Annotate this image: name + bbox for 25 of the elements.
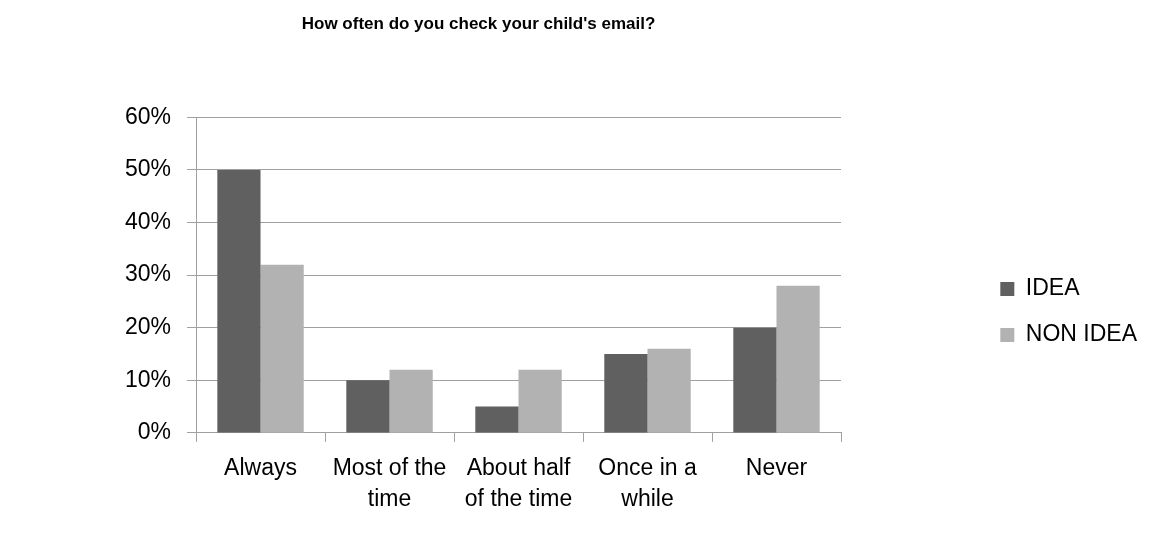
y-tick-label: 40% — [124, 207, 172, 234]
bar — [389, 369, 433, 433]
x-tick-label: Always — [224, 453, 297, 480]
x-tick-label: Never — [745, 453, 808, 480]
bar — [346, 380, 390, 433]
chart-title: How often do you check your child's email? — [301, 13, 656, 33]
bar — [475, 406, 519, 433]
x-tick-label: Once in a while — [598, 453, 697, 511]
bar — [260, 264, 304, 433]
bar — [733, 327, 777, 433]
bar — [217, 169, 261, 433]
y-tick-label: 0% — [137, 418, 172, 445]
y-tick-label: 50% — [124, 155, 172, 182]
bar — [604, 354, 648, 433]
bar — [647, 348, 691, 433]
y-tick-label: 10% — [124, 365, 172, 392]
x-tick-label: About half of the time — [464, 453, 573, 511]
x-tick-label: Most of the time — [332, 453, 447, 511]
legend-label: IDEA — [1025, 274, 1081, 301]
y-tick-label: 60% — [124, 102, 172, 129]
bar — [776, 285, 820, 433]
legend-label: NON IDEA — [1025, 320, 1138, 347]
bar — [518, 369, 562, 433]
y-tick-label: 20% — [124, 313, 172, 340]
y-tick-label: 30% — [124, 260, 172, 287]
